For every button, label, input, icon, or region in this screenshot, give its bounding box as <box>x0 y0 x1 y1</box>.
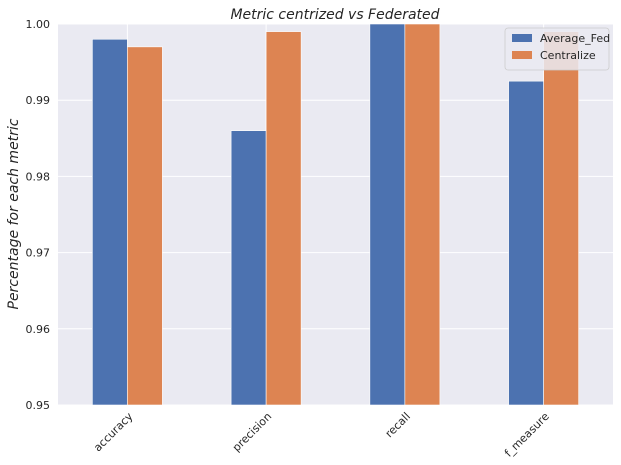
bar-average-fed-precision <box>230 130 267 406</box>
bars <box>92 23 579 406</box>
legend-swatch-centralize <box>512 51 532 59</box>
x-tick-label: accuracy <box>91 410 136 455</box>
bar-centralize-accuracy <box>127 46 163 406</box>
bar-average-fed-f-measure <box>508 80 544 406</box>
legend-swatch-average-fed <box>512 34 532 42</box>
y-tick-label: 0.96 <box>26 323 51 336</box>
y-tick-label: 0.99 <box>26 94 51 107</box>
y-tick-labels: 0.95 0.96 0.97 0.98 0.99 1.00 <box>26 18 51 412</box>
legend-label-average-fed: Average_Fed <box>540 32 610 45</box>
bar-average-fed-accuracy <box>92 38 128 406</box>
y-tick-label: 0.97 <box>26 247 51 260</box>
x-tick-labels: accuracy precision recall f_measure <box>91 410 552 460</box>
x-tick-label: recall <box>383 410 413 440</box>
bar-centralize-recall <box>404 23 441 406</box>
x-tick-label: precision <box>230 410 274 454</box>
bar-centralize-precision <box>265 31 302 406</box>
bar-average-fed-recall <box>369 23 406 406</box>
x-tick-label: f_measure <box>502 410 552 460</box>
chart-title: Metric centrized vs Federated <box>230 7 439 23</box>
y-tick-label: 1.00 <box>26 18 51 31</box>
y-axis-title: Percentage for each metric <box>6 118 22 309</box>
bar-centralize-f-measure <box>543 31 579 406</box>
y-tick-label: 0.98 <box>26 170 51 183</box>
y-tick-label: 0.95 <box>26 399 51 412</box>
legend: Average_Fed Centralize <box>504 27 610 71</box>
legend-label-centralize: Centralize <box>540 49 596 62</box>
